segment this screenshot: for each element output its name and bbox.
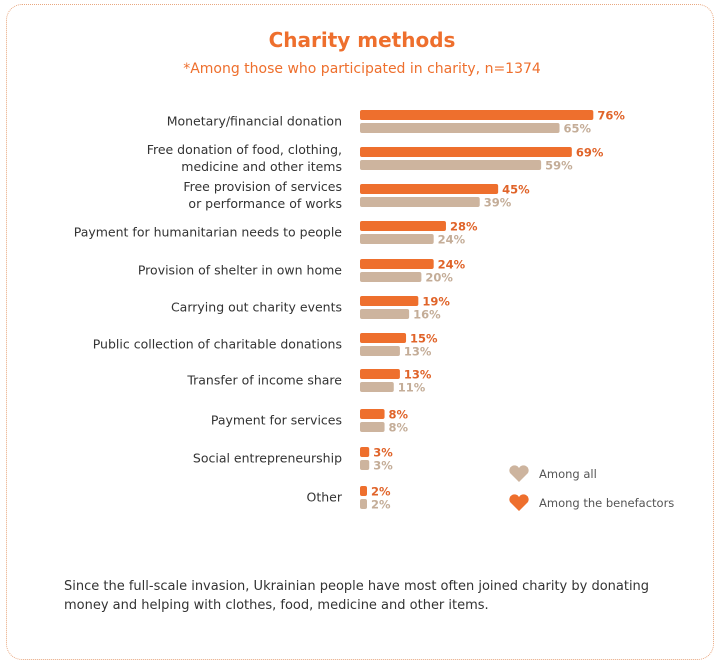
chart-subtitle: *Among those who participated in charity… <box>183 61 541 77</box>
category-label: Payment for humanitarian needs to people <box>74 225 343 240</box>
data-label: 76% <box>597 109 625 123</box>
category-label: Free provision of services <box>183 179 342 194</box>
data-label: 13% <box>404 345 432 359</box>
bar-all <box>360 160 542 170</box>
data-label: 59% <box>545 159 573 173</box>
category-label: Public collection of charitable donation… <box>93 337 342 352</box>
data-label: 16% <box>413 308 441 322</box>
heart-icon-benefactors <box>509 494 529 511</box>
data-label: 24% <box>438 233 466 247</box>
category-label: or performance of works <box>188 196 342 211</box>
data-label: 8% <box>389 421 409 435</box>
category-label: Other <box>307 490 343 505</box>
category-label: Free donation of food, clothing, <box>147 142 342 157</box>
data-label: 19% <box>422 295 450 309</box>
category-label: Payment for services <box>211 413 342 428</box>
footnote: Since the full-scale invasion, Ukrainian… <box>64 579 650 613</box>
data-label: 39% <box>484 196 512 210</box>
bar-benefactors <box>360 296 419 306</box>
category-label: Provision of shelter in own home <box>138 263 342 278</box>
data-label: 13% <box>404 368 432 382</box>
data-label: 69% <box>576 146 604 160</box>
category-label: Social entrepreneurship <box>193 451 342 466</box>
data-label: 65% <box>564 122 592 136</box>
data-label: 2% <box>371 485 391 499</box>
bar-benefactors <box>360 409 385 419</box>
bar-benefactors <box>360 486 367 496</box>
category-label: Transfer of income share <box>186 373 342 388</box>
data-label: 2% <box>371 498 391 512</box>
category-label: Monetary/financial donation <box>167 114 342 129</box>
bar-benefactors <box>360 147 572 157</box>
bar-all <box>360 123 560 133</box>
category-label: medicine and other items <box>181 159 342 174</box>
chart-title: Charity methods <box>268 28 456 52</box>
data-label: 45% <box>502 183 530 197</box>
bar-all <box>360 197 480 207</box>
data-label: 11% <box>398 381 426 395</box>
bar-all <box>360 499 367 509</box>
data-label: 3% <box>373 459 393 473</box>
data-label: 3% <box>373 446 393 460</box>
bar-all <box>360 422 385 432</box>
bar-all <box>360 460 370 470</box>
card-border <box>6 4 714 660</box>
bar-benefactors <box>360 110 594 120</box>
bar-all <box>360 234 434 244</box>
data-label: 8% <box>389 408 409 422</box>
bar-benefactors <box>360 221 446 231</box>
bar-all <box>360 272 422 282</box>
heart-icon-all <box>509 465 529 482</box>
bar-chart: Monetary/financial donation 76% 65% Free do… <box>74 109 675 512</box>
category-label: Carrying out charity events <box>171 300 342 315</box>
bar-all <box>360 309 410 319</box>
bar-all <box>360 382 394 392</box>
bar-benefactors <box>360 184 499 194</box>
data-label: 20% <box>425 271 453 285</box>
bar-benefactors <box>360 333 407 343</box>
bar-benefactors <box>360 369 400 379</box>
data-label: 15% <box>410 332 438 346</box>
data-label: 28% <box>450 220 478 234</box>
data-label: 24% <box>438 258 466 272</box>
bar-benefactors <box>360 447 370 457</box>
bar-benefactors <box>360 259 434 269</box>
bar-all <box>360 346 400 356</box>
legend-label: Among the benefactors <box>539 496 674 510</box>
legend-label: Among all <box>539 467 597 481</box>
